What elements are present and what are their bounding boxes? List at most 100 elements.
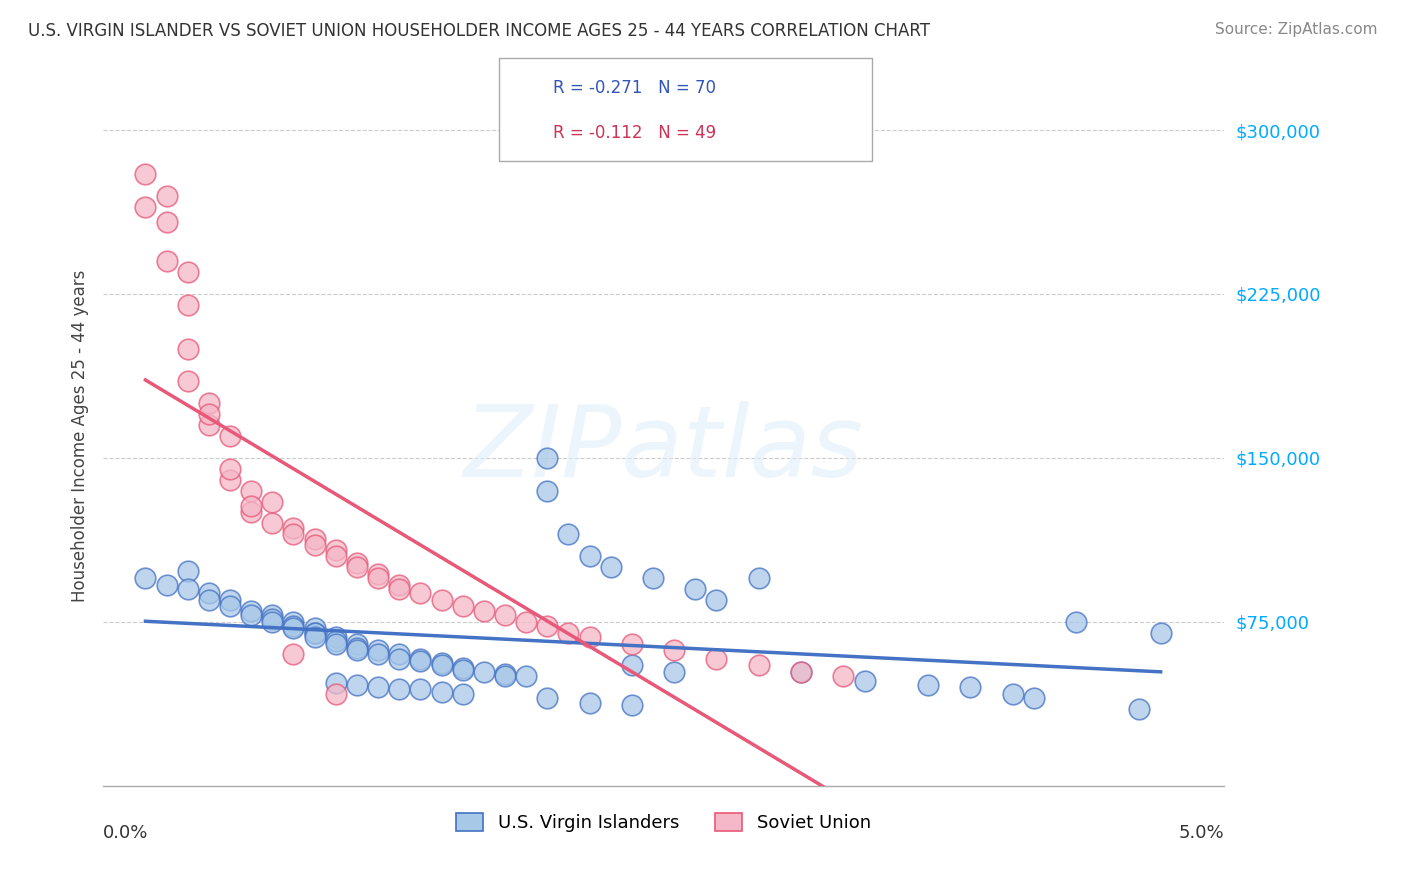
Point — [430, 656, 453, 670]
Point — [472, 665, 495, 679]
Point — [283, 648, 305, 662]
Point — [388, 577, 411, 591]
Point — [367, 648, 389, 662]
Point — [177, 374, 200, 388]
Point — [240, 505, 263, 519]
Point — [578, 630, 600, 644]
Point — [304, 630, 326, 644]
Point — [219, 599, 242, 614]
Point — [1149, 625, 1171, 640]
Point — [346, 560, 368, 574]
Point — [325, 636, 347, 650]
Point — [748, 571, 770, 585]
Point — [134, 167, 156, 181]
Point — [664, 643, 686, 657]
Point — [346, 643, 368, 657]
Point — [262, 615, 284, 629]
Point — [198, 417, 221, 432]
Point — [853, 673, 876, 688]
Point — [536, 450, 558, 465]
Point — [515, 615, 537, 629]
Point — [155, 215, 177, 229]
Point — [706, 592, 728, 607]
Point — [494, 669, 516, 683]
Point — [409, 586, 432, 600]
Point — [262, 612, 284, 626]
Point — [494, 608, 516, 623]
Point — [367, 680, 389, 694]
Text: 5.0%: 5.0% — [1178, 824, 1225, 842]
Point — [346, 636, 368, 650]
Point — [346, 640, 368, 655]
Point — [304, 625, 326, 640]
Legend: U.S. Virgin Islanders, Soviet Union: U.S. Virgin Islanders, Soviet Union — [449, 805, 879, 839]
Point — [283, 615, 305, 629]
Point — [155, 254, 177, 268]
Point — [451, 660, 474, 674]
Point — [1128, 702, 1150, 716]
Point — [409, 652, 432, 666]
Point — [198, 586, 221, 600]
Point — [451, 663, 474, 677]
Text: 0.0%: 0.0% — [103, 824, 149, 842]
Point — [240, 483, 263, 498]
Point — [283, 527, 305, 541]
Point — [451, 599, 474, 614]
Point — [1064, 615, 1087, 629]
Text: R = -0.112   N = 49: R = -0.112 N = 49 — [553, 124, 716, 142]
Point — [325, 687, 347, 701]
Point — [388, 582, 411, 596]
Point — [283, 619, 305, 633]
Point — [219, 473, 242, 487]
Point — [430, 684, 453, 698]
Point — [134, 571, 156, 585]
Point — [134, 200, 156, 214]
Point — [346, 678, 368, 692]
Point — [685, 582, 707, 596]
Point — [283, 521, 305, 535]
Point — [1001, 687, 1024, 701]
Point — [304, 538, 326, 552]
Point — [240, 604, 263, 618]
Point — [262, 608, 284, 623]
Point — [599, 560, 621, 574]
Point — [409, 682, 432, 697]
Point — [219, 592, 242, 607]
Point — [409, 654, 432, 668]
Point — [959, 680, 981, 694]
Point — [177, 265, 200, 279]
Point — [325, 676, 347, 690]
Point — [536, 619, 558, 633]
Point — [620, 636, 643, 650]
Point — [578, 696, 600, 710]
Text: U.S. VIRGIN ISLANDER VS SOVIET UNION HOUSEHOLDER INCOME AGES 25 - 44 YEARS CORRE: U.S. VIRGIN ISLANDER VS SOVIET UNION HOU… — [28, 22, 931, 40]
Point — [1022, 691, 1045, 706]
Point — [177, 565, 200, 579]
Point — [515, 669, 537, 683]
Text: Source: ZipAtlas.com: Source: ZipAtlas.com — [1215, 22, 1378, 37]
Point — [304, 532, 326, 546]
Point — [748, 658, 770, 673]
Point — [367, 643, 389, 657]
Point — [388, 652, 411, 666]
Point — [620, 698, 643, 712]
Point — [557, 527, 579, 541]
Point — [494, 667, 516, 681]
Point — [451, 687, 474, 701]
Point — [262, 494, 284, 508]
Point — [177, 582, 200, 596]
Point — [304, 625, 326, 640]
Point — [917, 678, 939, 692]
Point — [325, 542, 347, 557]
Point — [155, 188, 177, 202]
Point — [472, 604, 495, 618]
Point — [198, 592, 221, 607]
Point — [240, 499, 263, 513]
Point — [325, 634, 347, 648]
Point — [219, 461, 242, 475]
Point — [620, 658, 643, 673]
Point — [177, 298, 200, 312]
Point — [790, 665, 813, 679]
Point — [430, 592, 453, 607]
Point — [664, 665, 686, 679]
